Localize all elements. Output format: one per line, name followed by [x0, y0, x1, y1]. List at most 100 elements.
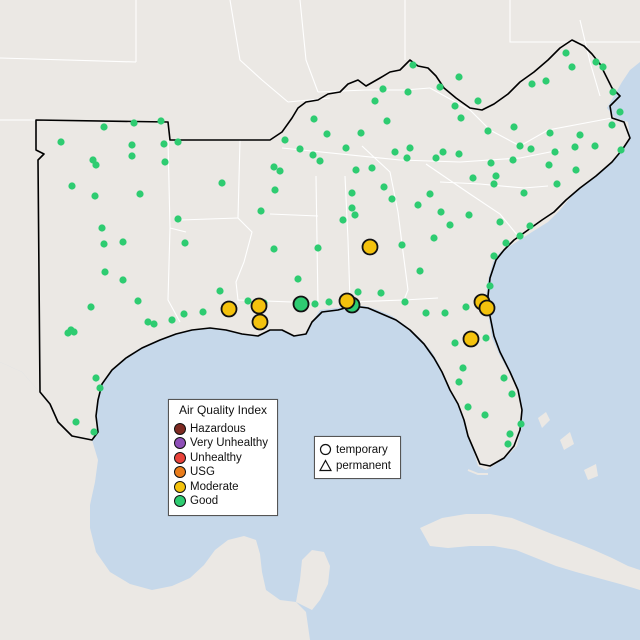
site-marker-good[interactable] [87, 303, 95, 311]
site-marker-good[interactable] [348, 189, 356, 197]
site-marker-good[interactable] [451, 102, 459, 110]
site-marker-moderate[interactable] [250, 297, 268, 315]
site-marker-good[interactable] [403, 154, 411, 162]
site-marker-good[interactable] [527, 145, 535, 153]
site-marker-good[interactable] [508, 390, 516, 398]
site-marker-good[interactable] [481, 411, 489, 419]
site-marker-good[interactable] [351, 211, 359, 219]
site-marker-good[interactable] [368, 164, 376, 172]
site-marker-good[interactable] [339, 216, 347, 224]
site-marker-good[interactable] [119, 238, 127, 246]
site-marker-good[interactable] [388, 195, 396, 203]
site-marker-good[interactable] [510, 123, 518, 131]
site-marker-good[interactable] [310, 115, 318, 123]
site-marker-good[interactable] [617, 146, 625, 154]
site-marker-good[interactable] [216, 287, 224, 295]
site-marker-good[interactable] [455, 73, 463, 81]
site-marker-good[interactable] [599, 63, 607, 71]
site-marker-good[interactable] [174, 138, 182, 146]
site-marker-moderate[interactable] [462, 330, 480, 348]
site-marker-good[interactable] [342, 144, 350, 152]
site-marker-good[interactable] [616, 108, 624, 116]
site-marker-good[interactable] [437, 208, 445, 216]
site-marker-good[interactable] [101, 268, 109, 276]
site-marker-good[interactable] [432, 154, 440, 162]
site-marker-good[interactable] [517, 420, 525, 428]
site-marker-good[interactable] [348, 204, 356, 212]
site-marker-good[interactable] [130, 119, 138, 127]
site-marker-good[interactable] [244, 297, 252, 305]
site-marker-good[interactable] [68, 182, 76, 190]
site-marker-good[interactable] [90, 428, 98, 436]
site-marker-good[interactable] [571, 143, 579, 151]
site-marker-good[interactable] [354, 288, 362, 296]
site-marker-good[interactable] [316, 157, 324, 165]
site-marker-good[interactable] [218, 179, 226, 187]
site-marker-good[interactable] [455, 150, 463, 158]
site-marker-good[interactable] [100, 123, 108, 131]
site-marker-good[interactable] [98, 224, 106, 232]
site-marker-good[interactable] [436, 83, 444, 91]
site-marker-good[interactable] [181, 239, 189, 247]
site-marker-good[interactable] [92, 161, 100, 169]
site-marker-good[interactable] [91, 192, 99, 200]
site-marker-good[interactable] [465, 211, 473, 219]
site-marker-good[interactable] [398, 241, 406, 249]
site-marker-good[interactable] [296, 145, 304, 153]
site-marker-good[interactable] [136, 190, 144, 198]
site-marker-good[interactable] [509, 156, 517, 164]
site-marker-good[interactable] [469, 174, 477, 182]
site-marker-good[interactable] [482, 334, 490, 342]
site-marker-good[interactable] [406, 144, 414, 152]
site-marker-good[interactable] [492, 172, 500, 180]
site-marker-good[interactable] [451, 339, 459, 347]
site-marker-good[interactable] [161, 158, 169, 166]
site-marker-good[interactable] [464, 403, 472, 411]
site-marker-good[interactable] [526, 222, 534, 230]
site-marker-good[interactable] [128, 152, 136, 160]
site-marker-good[interactable] [128, 141, 136, 149]
site-marker-good[interactable] [609, 88, 617, 96]
site-marker-good[interactable] [309, 151, 317, 159]
site-marker-moderate[interactable] [338, 292, 356, 310]
site-marker-good[interactable] [520, 189, 528, 197]
site-marker-good[interactable] [516, 142, 524, 150]
site-marker-good[interactable] [180, 310, 188, 318]
site-marker-good[interactable] [96, 384, 104, 392]
site-marker-good[interactable] [572, 166, 580, 174]
site-marker-good[interactable] [474, 97, 482, 105]
site-marker-good[interactable] [439, 148, 447, 156]
site-marker-good[interactable] [57, 138, 65, 146]
site-marker-good[interactable] [459, 364, 467, 372]
site-marker-good[interactable] [455, 378, 463, 386]
site-marker-good[interactable] [592, 58, 600, 66]
site-marker-good[interactable] [325, 298, 333, 306]
site-marker-good[interactable] [144, 318, 152, 326]
site-marker-good[interactable] [484, 127, 492, 135]
site-marker-good[interactable] [576, 131, 584, 139]
site-marker-moderate[interactable] [251, 313, 269, 331]
site-marker-good[interactable] [401, 298, 409, 306]
site-marker-good[interactable] [608, 121, 616, 129]
site-marker-good[interactable] [542, 77, 550, 85]
site-marker-good[interactable] [174, 215, 182, 223]
site-marker-good[interactable] [568, 63, 576, 71]
site-marker-good[interactable] [270, 163, 278, 171]
site-marker-good[interactable] [426, 190, 434, 198]
site-marker-good[interactable] [271, 186, 279, 194]
site-marker-good[interactable] [516, 232, 524, 240]
site-marker-good[interactable] [134, 297, 142, 305]
site-marker-good[interactable] [446, 221, 454, 229]
site-marker-good[interactable] [92, 374, 100, 382]
site-marker-good[interactable] [157, 117, 165, 125]
site-marker-good[interactable] [119, 276, 127, 284]
site-marker-good[interactable] [500, 374, 508, 382]
site-marker-good[interactable] [160, 140, 168, 148]
site-marker-good[interactable] [457, 114, 465, 122]
site-marker-good[interactable] [199, 308, 207, 316]
site-marker-good[interactable] [416, 267, 424, 275]
site-marker-good[interactable] [551, 148, 559, 156]
site-marker-good[interactable] [70, 328, 78, 336]
site-marker-good[interactable] [496, 218, 504, 226]
